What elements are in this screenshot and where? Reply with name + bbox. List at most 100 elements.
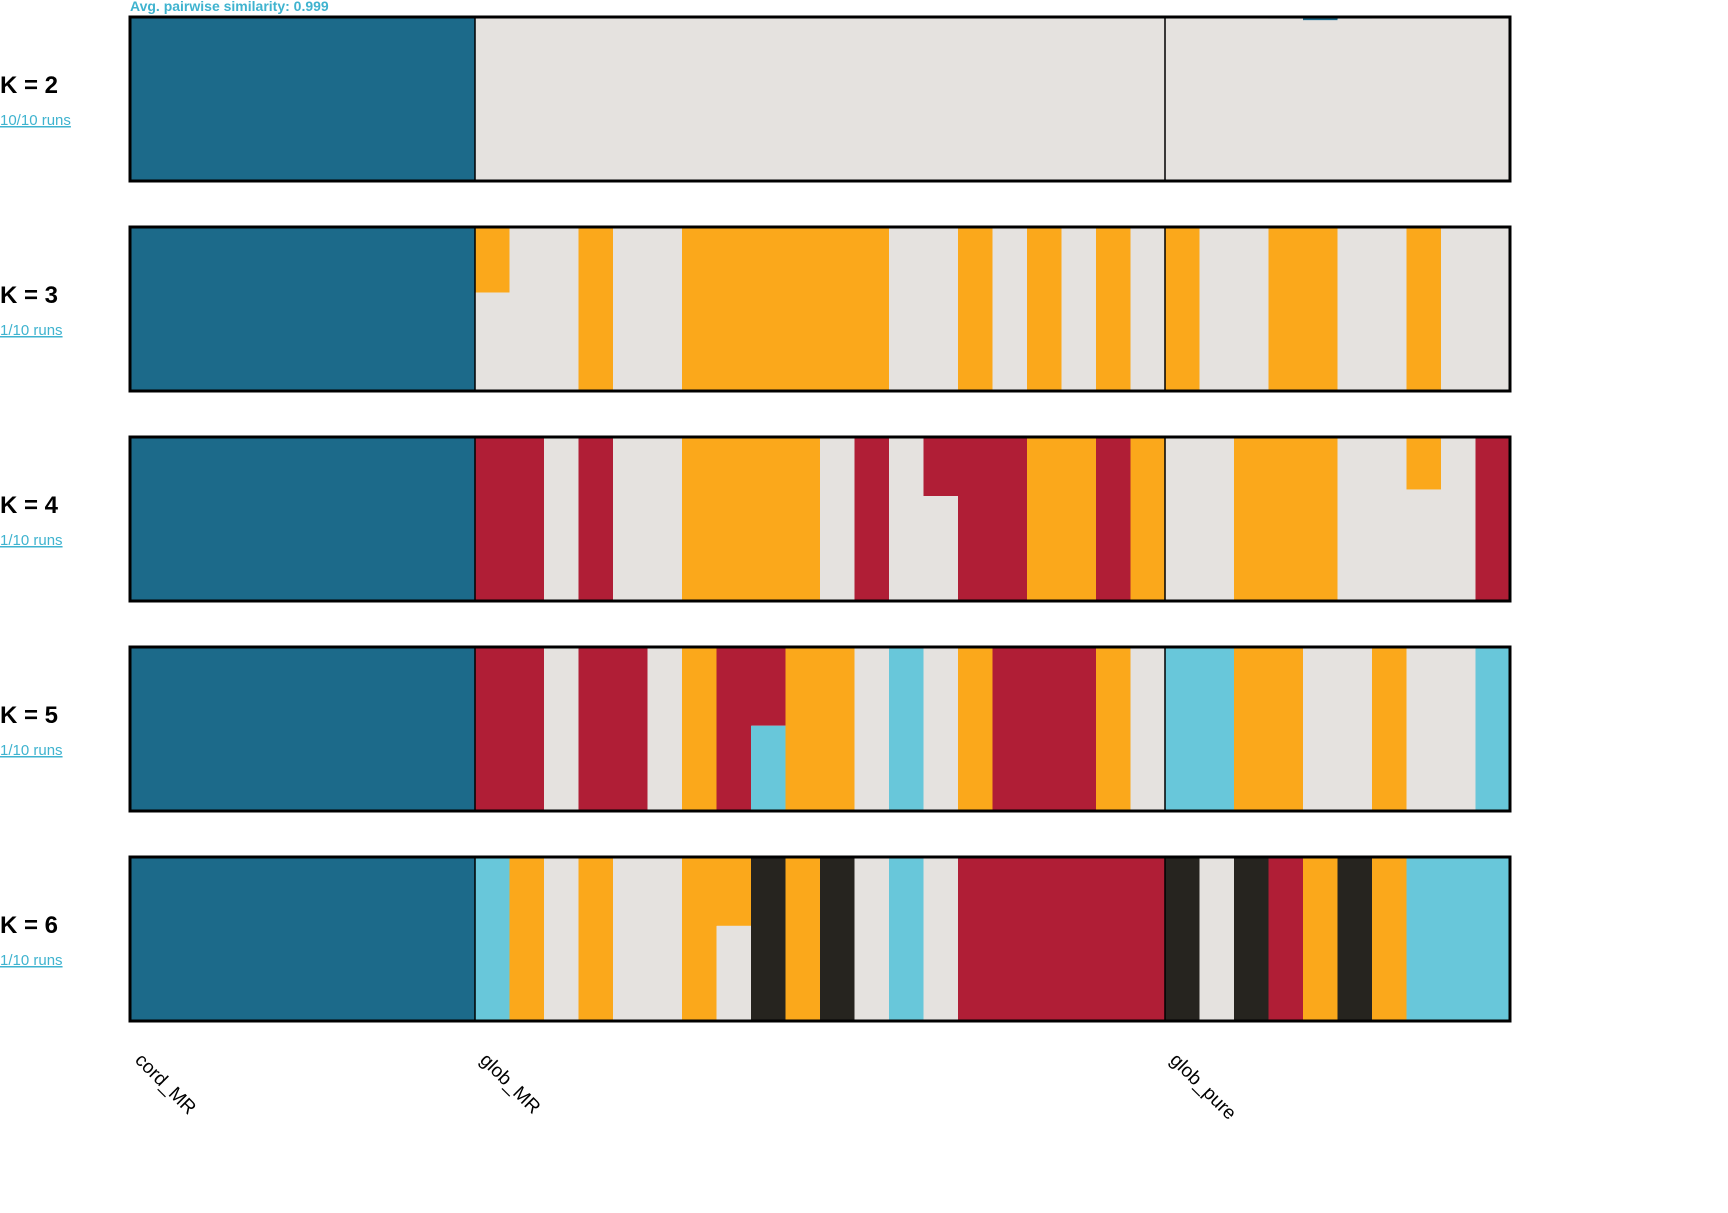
ancestry-bar-segment: [1061, 647, 1097, 811]
population-label: cord_MR: [130, 1050, 199, 1119]
ancestry-bar-segment: [371, 17, 407, 181]
ancestry-bar-segment: [751, 17, 787, 181]
ancestry-bar-segment: [1096, 17, 1132, 181]
ancestry-bar-segment: [820, 437, 856, 601]
ancestry-bar-segment: [785, 857, 821, 1021]
ancestry-bar-segment: [820, 17, 856, 181]
ancestry-bar-segment: [613, 647, 649, 811]
ancestry-bar-segment: [578, 437, 614, 601]
ancestry-bar-segment: [233, 17, 269, 181]
ancestry-bar-segment: [958, 227, 994, 391]
ancestry-bar-segment: [1130, 437, 1166, 601]
ancestry-bar-segment: [544, 437, 580, 601]
ancestry-bar-segment: [1234, 857, 1270, 1021]
k-row: K = 2 10/10 runs: [0, 15, 1512, 183]
ancestry-bar-segment: [647, 647, 683, 811]
ancestry-bar-segment: [1096, 227, 1132, 391]
ancestry-bar-segment: [1475, 17, 1511, 181]
ancestry-bar-segment: [164, 17, 200, 181]
ancestry-bar-segment: [1303, 857, 1339, 1021]
ancestry-bar-segment: [1337, 647, 1373, 811]
ancestry-bar-segment: [1303, 17, 1339, 21]
ancestry-bar-segment: [992, 227, 1028, 391]
ancestry-bar-segment: [1165, 227, 1201, 391]
row-frame: [128, 855, 1512, 1023]
ancestry-bar-segment: [199, 227, 235, 391]
ancestry-bar-segment: [613, 227, 649, 391]
ancestry-bar-segment: [1268, 227, 1304, 391]
runs-link[interactable]: 1/10 runs: [0, 532, 63, 549]
ancestry-bar-segment: [130, 437, 166, 601]
row-frame: [128, 15, 1512, 183]
ancestry-bar-segment: [613, 857, 649, 1021]
runs-link[interactable]: 1/10 runs: [0, 322, 63, 339]
ancestry-bar-segment: [509, 17, 545, 181]
ancestry-bar-segment: [371, 857, 407, 1021]
ancestry-bar-segment: [1303, 227, 1339, 391]
ancestry-bar-segment: [1061, 17, 1097, 181]
ancestry-bar-segment: [1441, 227, 1477, 391]
ancestry-bar-segment: [1372, 647, 1408, 811]
k-label: K = 2: [0, 72, 58, 99]
ancestry-bar-segment: [268, 857, 304, 1021]
ancestry-bar-segment: [199, 17, 235, 181]
ancestry-bar-segment: [337, 437, 373, 601]
ancestry-bar-segment: [233, 227, 269, 391]
ancestry-bar-segment: [268, 437, 304, 601]
ancestry-bar-segment: [1199, 17, 1235, 181]
ancestry-bar-segment: [440, 647, 476, 811]
row-frame: [128, 435, 1512, 603]
runs-link[interactable]: 1/10 runs: [0, 952, 63, 969]
row-frame: [128, 645, 1512, 813]
ancestry-bar-segment: [647, 437, 683, 601]
ancestry-bar-segment: [785, 437, 821, 601]
ancestry-bar-segment: [958, 17, 994, 181]
k-label: K = 3: [0, 282, 58, 309]
ancestry-bar-segment: [785, 17, 821, 181]
ancestry-bar-segment: [751, 725, 787, 811]
ancestry-bar-segment: [716, 647, 752, 811]
ancestry-bar-segment: [130, 227, 166, 391]
ancestry-bar-segment: [233, 437, 269, 601]
ancestry-bar-segment: [1096, 647, 1132, 811]
runs-link[interactable]: 1/10 runs: [0, 742, 63, 759]
ancestry-bar-segment: [268, 227, 304, 391]
ancestry-bar-segment: [820, 227, 856, 391]
ancestry-bar-segment: [337, 17, 373, 181]
ancestry-bar-segment: [923, 496, 959, 601]
ancestry-bar-segment: [164, 437, 200, 601]
barplot-rows: K = 2 10/10 runs K = 3 1/10 runs K = 4 1/10 r…: [0, 15, 1512, 1023]
ancestry-bar-segment: [509, 857, 545, 1021]
runs-link[interactable]: 10/10 runs: [0, 112, 71, 129]
ancestry-bar-segment: [130, 647, 166, 811]
ancestry-bar-segment: [1337, 857, 1373, 1021]
ancestry-bar-segment: [958, 437, 994, 601]
ancestry-bar-segment: [1061, 227, 1097, 391]
ancestry-bar-segment: [751, 647, 787, 726]
ancestry-bar-segment: [992, 647, 1028, 811]
ancestry-bar-segment: [1441, 17, 1477, 181]
ancestry-bar-segment: [1027, 437, 1063, 601]
ancestry-bar-segment: [923, 647, 959, 811]
ancestry-bar-segment: [751, 437, 787, 601]
ancestry-bar-segment: [613, 437, 649, 601]
ancestry-bar-segment: [751, 857, 787, 1021]
ancestry-bar-segment: [923, 17, 959, 181]
ancestry-bar-segment: [302, 17, 338, 181]
ancestry-bar-segment: [475, 857, 511, 1021]
ancestry-bar-segment: [682, 647, 718, 811]
ancestry-bar-segment: [337, 647, 373, 811]
ancestry-bar-segment: [820, 647, 856, 811]
ancestry-bar-segment: [1027, 227, 1063, 391]
ancestry-bar-segment: [337, 857, 373, 1021]
ancestry-bar-segment: [1234, 647, 1270, 811]
ancestry-bar-segment: [1303, 437, 1339, 601]
ancestry-bar-segment: [923, 437, 959, 497]
ancestry-bar-segment: [854, 227, 890, 391]
ancestry-bar-segment: [854, 17, 890, 181]
ancestry-bar-segment: [578, 647, 614, 811]
ancestry-bar-segment: [475, 227, 511, 293]
ancestry-bar-segment: [578, 227, 614, 391]
ancestry-bar-segment: [544, 857, 580, 1021]
ancestry-bar-segment: [682, 437, 718, 601]
